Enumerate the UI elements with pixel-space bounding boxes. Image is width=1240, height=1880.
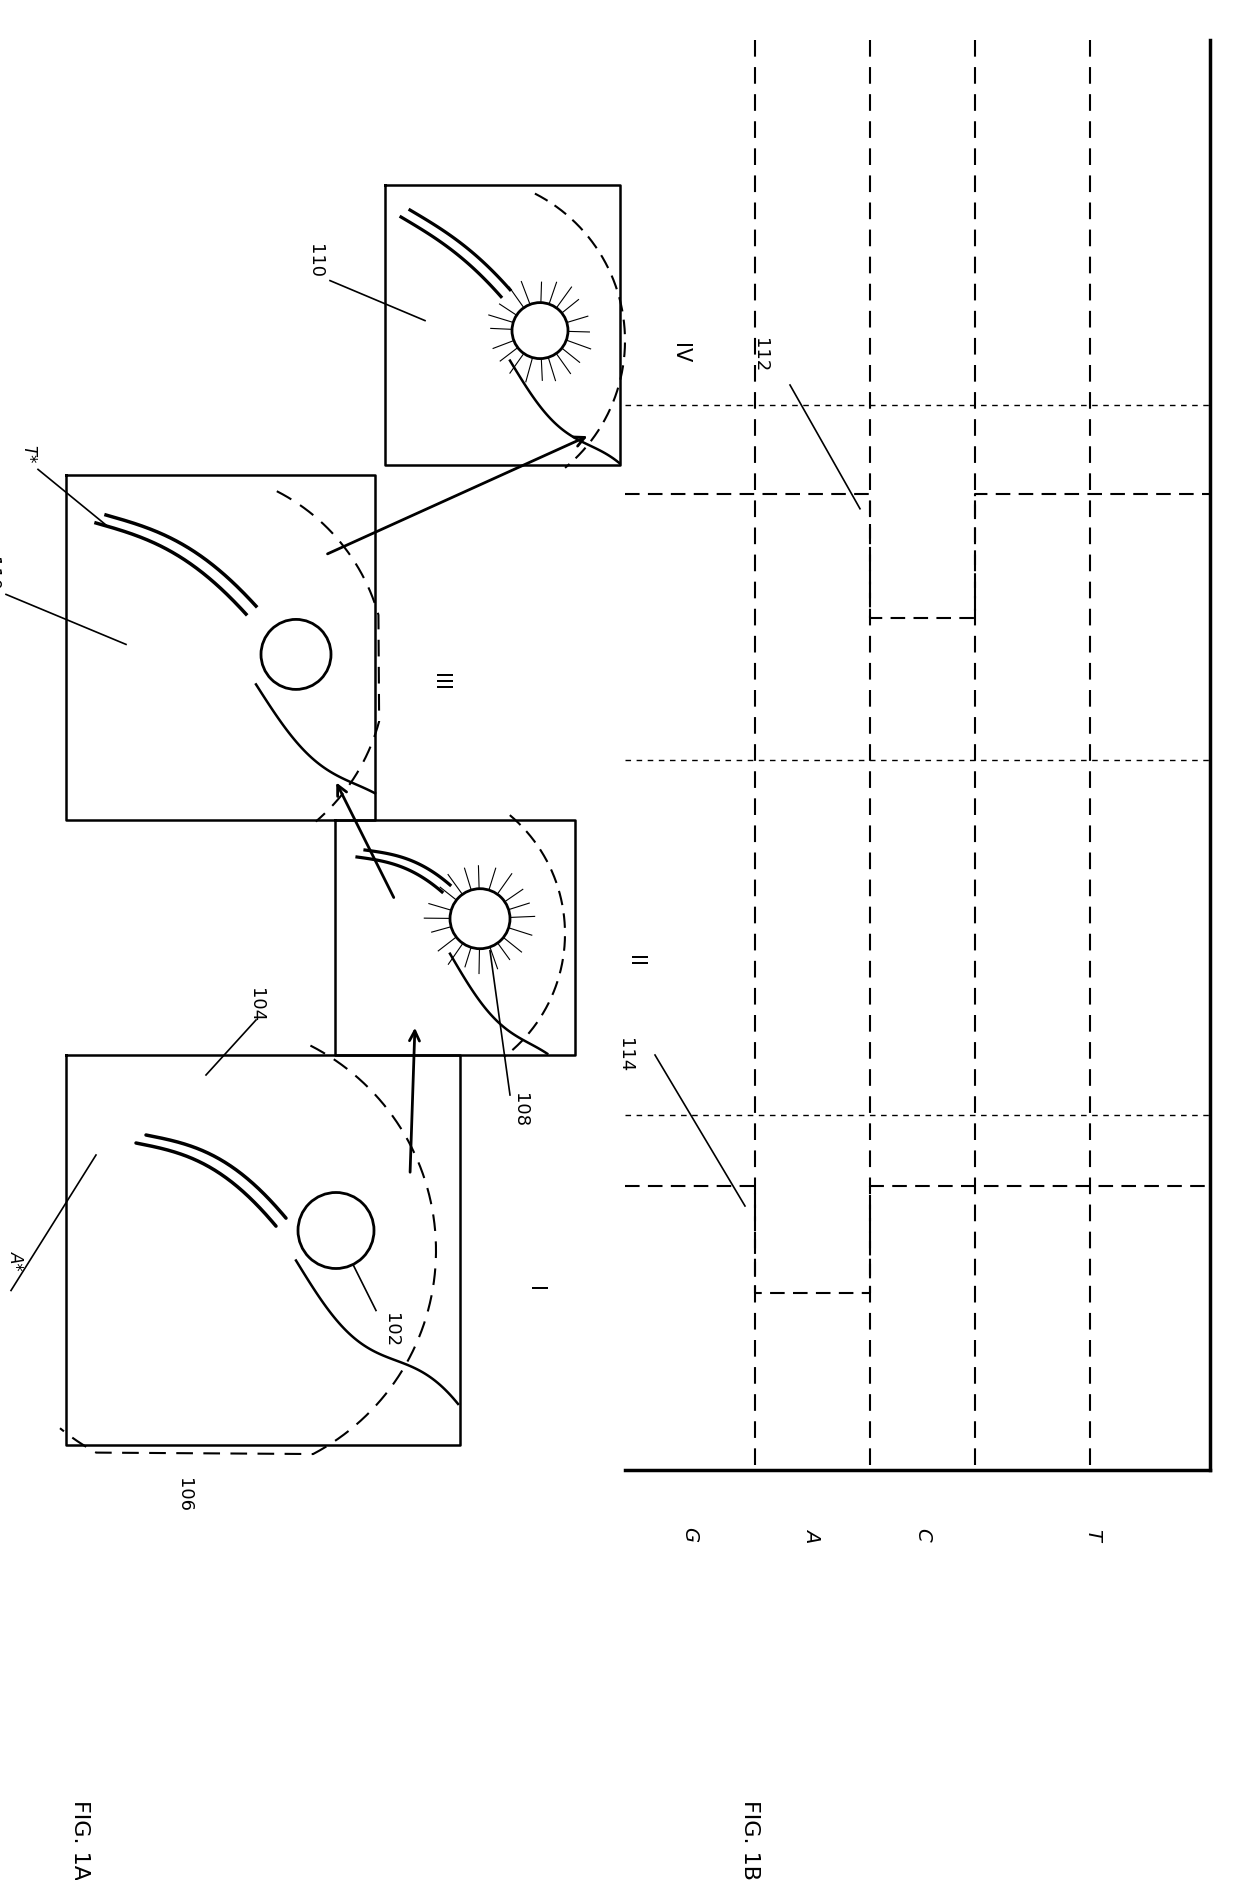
Text: 108: 108: [511, 1092, 529, 1126]
Circle shape: [260, 619, 331, 690]
Text: 106: 106: [175, 1478, 193, 1512]
Text: I: I: [525, 1286, 546, 1292]
Text: FIG. 1B: FIG. 1B: [740, 1799, 760, 1880]
Text: FIG. 1A: FIG. 1A: [69, 1799, 91, 1880]
Text: 104: 104: [247, 987, 265, 1023]
Text: C: C: [913, 1528, 932, 1542]
Text: 114: 114: [616, 1038, 634, 1072]
Text: 112: 112: [751, 338, 769, 372]
Text: II: II: [625, 955, 645, 966]
Text: A: A: [804, 1528, 822, 1542]
Circle shape: [450, 889, 510, 949]
Text: 110: 110: [306, 244, 324, 278]
Text: IV: IV: [670, 342, 689, 363]
Circle shape: [512, 303, 568, 359]
Text: G: G: [681, 1527, 699, 1543]
Text: A*: A*: [7, 1250, 25, 1271]
Text: T*: T*: [19, 446, 37, 464]
Circle shape: [298, 1192, 374, 1269]
Text: III: III: [430, 673, 450, 692]
Text: 102: 102: [382, 1314, 401, 1348]
Text: T: T: [1083, 1528, 1102, 1542]
